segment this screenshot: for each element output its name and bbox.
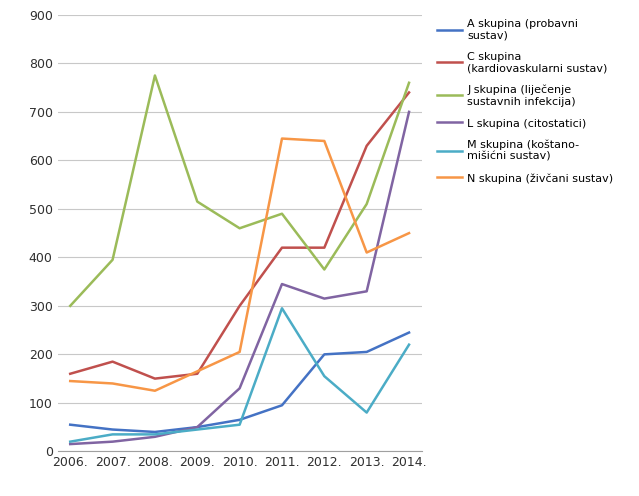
J skupina (liječenje
sustavnih infekcija) [278,211,286,217]
L skupina (citostatici) [363,288,371,294]
Line: M skupina (koštano-
mišićni sustav): M skupina (koštano- mišićni sustav) [70,309,409,441]
Line: L skupina (citostatici): L skupina (citostatici) [70,112,409,444]
M skupina (koštano-
mišićni sustav) [236,422,243,428]
N skupina (živčani sustav) [236,349,243,355]
M skupina (koštano-
mišićni sustav) [109,432,116,437]
L skupina (citostatici) [151,434,158,440]
N skupina (živčani sustav) [109,380,116,386]
J skupina (liječenje
sustavnih infekcija) [66,303,74,309]
A skupina (probavni
sustav) [194,424,201,430]
C skupina
(kardiovaskularni sustav) [66,371,74,377]
M skupina (koštano-
mišićni sustav) [151,432,158,437]
Line: J skupina (liječenje
sustavnih infekcija): J skupina (liječenje sustavnih infekcija… [70,75,409,306]
J skupina (liječenje
sustavnih infekcija) [405,80,413,86]
J skupina (liječenje
sustavnih infekcija) [236,225,243,231]
A skupina (probavni
sustav) [151,429,158,435]
J skupina (liječenje
sustavnih infekcija) [363,201,371,207]
L skupina (citostatici) [194,424,201,430]
L skupina (citostatici) [109,438,116,444]
L skupina (citostatici) [321,296,328,302]
N skupina (živčani sustav) [66,378,74,384]
Line: A skupina (probavni
sustav): A skupina (probavni sustav) [70,332,409,432]
A skupina (probavni
sustav) [66,422,74,428]
N skupina (živčani sustav) [278,135,286,141]
A skupina (probavni
sustav) [321,351,328,357]
L skupina (citostatici) [236,385,243,391]
M skupina (koštano-
mišićni sustav) [66,438,74,444]
A skupina (probavni
sustav) [109,427,116,433]
C skupina
(kardiovaskularni sustav) [109,359,116,365]
A skupina (probavni
sustav) [405,329,413,335]
J skupina (liječenje
sustavnih infekcija) [194,198,201,204]
C skupina
(kardiovaskularni sustav) [278,245,286,250]
M skupina (koštano-
mišićni sustav) [321,373,328,379]
J skupina (liječenje
sustavnih infekcija) [151,72,158,78]
Line: C skupina
(kardiovaskularni sustav): C skupina (kardiovaskularni sustav) [70,92,409,378]
C skupina
(kardiovaskularni sustav) [151,375,158,381]
N skupina (živčani sustav) [405,230,413,236]
N skupina (živčani sustav) [194,369,201,374]
M skupina (koštano-
mišićni sustav) [194,427,201,433]
A skupina (probavni
sustav) [363,349,371,355]
C skupina
(kardiovaskularni sustav) [321,245,328,250]
Line: N skupina (živčani sustav): N skupina (živčani sustav) [70,138,409,391]
N skupina (živčani sustav) [321,138,328,144]
A skupina (probavni
sustav) [278,402,286,408]
J skupina (liječenje
sustavnih infekcija) [321,266,328,272]
N skupina (živčani sustav) [151,388,158,394]
L skupina (citostatici) [66,441,74,447]
L skupina (citostatici) [405,109,413,115]
M skupina (koštano-
mišićni sustav) [278,306,286,311]
C skupina
(kardiovaskularni sustav) [194,371,201,377]
M skupina (koštano-
mišićni sustav) [405,342,413,348]
C skupina
(kardiovaskularni sustav) [236,303,243,309]
L skupina (citostatici) [278,281,286,287]
J skupina (liječenje
sustavnih infekcija) [109,257,116,263]
Legend: A skupina (probavni
sustav), C skupina
(kardiovaskularni sustav), J skupina (lij: A skupina (probavni sustav), C skupina (… [433,15,618,188]
M skupina (koštano-
mišićni sustav) [363,410,371,416]
A skupina (probavni
sustav) [236,417,243,423]
C skupina
(kardiovaskularni sustav) [363,143,371,149]
C skupina
(kardiovaskularni sustav) [405,89,413,95]
N skupina (živčani sustav) [363,249,371,255]
